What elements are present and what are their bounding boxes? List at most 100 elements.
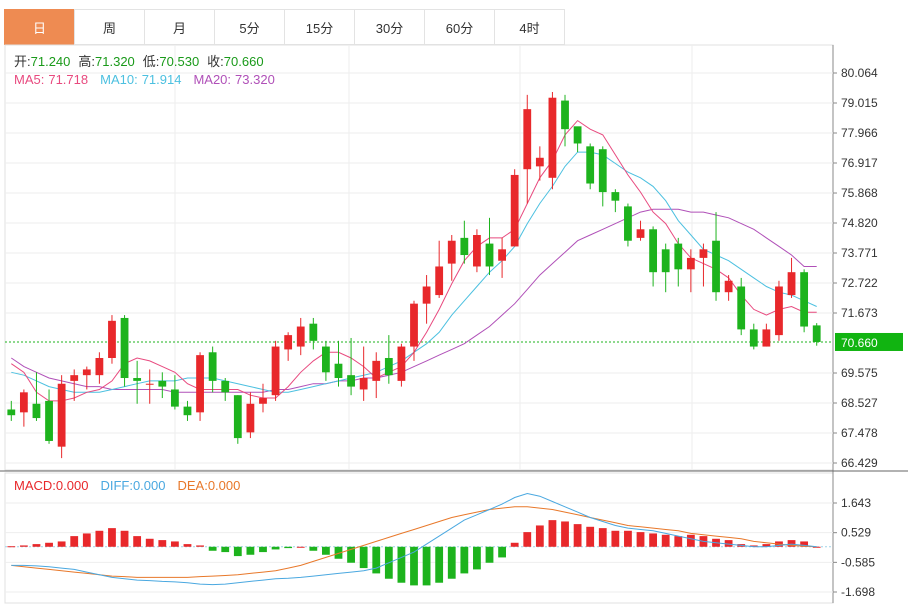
macd-tick-label: -1.698: [841, 585, 875, 599]
ma5-value: 71.718: [48, 72, 88, 87]
ma5-label: MA5:: [14, 72, 44, 87]
tab-6[interactable]: 60分: [424, 9, 494, 45]
candle-body: [611, 192, 620, 201]
price-tick-label: 76.917: [841, 156, 878, 170]
diff-label: DIFF:: [100, 478, 133, 493]
tab-1[interactable]: 周: [74, 9, 144, 45]
price-tick-label: 77.966: [841, 126, 878, 140]
macd-bar: [7, 546, 16, 548]
macd-bar: [347, 546, 355, 563]
candle-body: [410, 303, 418, 347]
period-tabs: 日周月 5分 15分 30分 60分 4时: [4, 9, 565, 45]
ma10-value: 71.914: [142, 72, 182, 87]
candle-body: [447, 240, 456, 264]
macd-bar: [108, 528, 116, 547]
price-tick-label: 80.064: [841, 66, 878, 80]
macd-bar: [498, 546, 506, 558]
macd-bar: [787, 540, 796, 547]
dea-value: 0.000: [208, 478, 241, 493]
candle-body: [296, 326, 305, 347]
candle-body: [649, 229, 658, 273]
macd-bar: [70, 536, 79, 547]
open-value: 71.240: [31, 54, 71, 69]
candle-body: [120, 317, 129, 379]
macd-tick-label: -0.585: [841, 555, 875, 569]
high-value: 71.320: [95, 54, 135, 69]
tab-5[interactable]: 30分: [354, 9, 424, 45]
macd-bar: [82, 533, 91, 547]
price-tick-label: 68.527: [841, 396, 878, 410]
tab-0[interactable]: 日: [4, 9, 74, 45]
macd-bar: [221, 546, 230, 553]
macd-bar: [259, 546, 267, 553]
candle-body: [636, 229, 645, 238]
tab-3[interactable]: 5分: [214, 9, 284, 45]
macd-bar: [309, 546, 318, 551]
price-tick-label: 75.868: [841, 186, 878, 200]
candle-body: [812, 325, 821, 342]
candle-body: [686, 257, 695, 270]
candle-body: [749, 329, 758, 347]
macd-bar: [410, 546, 418, 586]
price-tick-label: 66.429: [841, 456, 878, 470]
tab-7[interactable]: 4时: [494, 9, 565, 45]
diff-line: [11, 492, 817, 586]
grid-lines: [0, 44, 908, 604]
candle-body: [271, 346, 280, 396]
candle-body: [561, 100, 569, 130]
candle-body: [359, 378, 368, 390]
candle-body: [485, 243, 494, 267]
macd-bar: [183, 544, 192, 547]
candle-body: [384, 357, 393, 376]
candle-body: [19, 392, 28, 413]
candle-body: [32, 403, 41, 419]
candle-body: [70, 375, 79, 381]
low-label: 低:: [143, 54, 160, 69]
dea-line: [11, 506, 817, 578]
candle-body: [624, 206, 632, 241]
macd-bar: [548, 520, 557, 547]
candle-body: [372, 360, 381, 381]
candle-body: [221, 380, 230, 393]
candle-body: [573, 126, 582, 144]
candle-body: [510, 174, 519, 247]
low-value: 70.530: [159, 54, 199, 69]
candlesticks: [7, 91, 821, 459]
candle-body: [435, 266, 444, 296]
price-axis: 80.064 79.015 77.966 76.917 75.868 74.820 73.7…: [833, 66, 903, 599]
macd-bar: [573, 524, 582, 547]
macd-bar: [196, 545, 204, 547]
macd-bar: [32, 544, 41, 547]
info-row: MA5: 71.718 MA10: 71.914 MA20: 73.320: [14, 72, 275, 87]
candle-body: [95, 357, 104, 376]
macd-bar: [762, 544, 771, 547]
price-tick-label: 69.575: [841, 366, 878, 380]
candle-body: [699, 249, 708, 258]
macd-bar: [598, 528, 607, 547]
candle-body: [422, 286, 431, 304]
macd-panel: [7, 492, 821, 586]
macd-bar: [636, 532, 645, 547]
macd-bar: [523, 532, 532, 547]
macd-bar: [800, 541, 809, 547]
macd-bar: [359, 546, 368, 569]
tab-2[interactable]: 月: [144, 9, 214, 45]
macd-bar: [372, 546, 381, 574]
macd-bar: [485, 546, 494, 563]
macd-label: MACD:: [14, 478, 56, 493]
close-label: 收:: [207, 54, 224, 69]
candle-body: [523, 109, 532, 170]
high-label: 高:: [78, 54, 95, 69]
price-tick-label: 72.722: [841, 276, 878, 290]
macd-bar: [322, 546, 330, 555]
macd-bar: [586, 526, 595, 547]
candle-body: [535, 157, 544, 167]
macd-tick-label: 0.529: [841, 526, 871, 540]
candle-body: [133, 378, 142, 381]
candle-body: [309, 323, 318, 341]
macd-bar: [649, 533, 658, 547]
macd-bar: [170, 541, 179, 547]
candle-body: [45, 400, 53, 441]
macd-bar: [812, 546, 821, 548]
